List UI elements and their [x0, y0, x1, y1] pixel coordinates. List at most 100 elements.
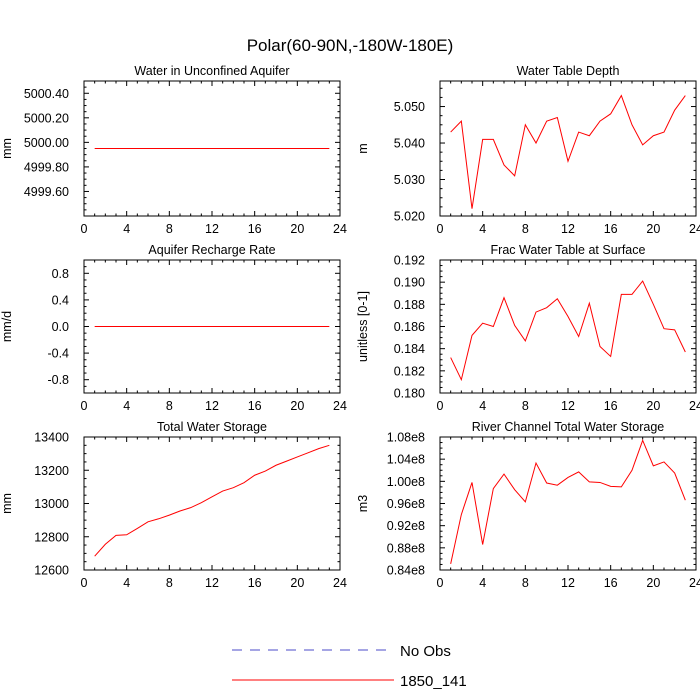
x-tick-label: 12 — [561, 222, 575, 236]
x-tick-label: 16 — [604, 399, 618, 413]
y-tick-label: 13400 — [34, 431, 69, 445]
x-tick-label: 12 — [205, 576, 219, 590]
chart-panels: Water in Unconfined Aquifer mm 0 4 8 12 16 20 24… — [0, 64, 700, 590]
y-tick-label: 0.92e8 — [387, 519, 425, 533]
panel-water-table-depth: Water Table Depth m 0 4 8 12 16 20 24 5.020 5.030 5… — [356, 64, 700, 236]
x-tick-label: 4 — [123, 222, 130, 236]
x-tick-label: 16 — [248, 399, 262, 413]
x-tick-label: 0 — [81, 222, 88, 236]
panel-title: Water Table Depth — [517, 64, 620, 78]
y-tick-label: 0.88e8 — [387, 541, 425, 555]
series-line-1850_141 — [450, 94, 686, 209]
y-tick-label: 0.186 — [394, 320, 425, 334]
x-tick-label: 16 — [604, 576, 618, 590]
y-tick-label: 12800 — [34, 530, 69, 544]
plot-frame — [439, 259, 697, 394]
x-tick-label: 8 — [166, 222, 173, 236]
panel-title: Aquifer Recharge Rate — [148, 243, 275, 257]
panel-title: Water in Unconfined Aquifer — [134, 64, 289, 78]
y-tick-label: 5000.40 — [24, 87, 69, 101]
x-tick-label: 24 — [333, 576, 347, 590]
x-tick-label: 0 — [81, 576, 88, 590]
y-axis-label: mm — [0, 138, 14, 159]
x-tick-label: 16 — [248, 222, 262, 236]
y-tick-label: 1.08e8 — [387, 431, 425, 445]
y-tick-label: 13200 — [34, 464, 69, 478]
x-tick-label: 24 — [689, 399, 700, 413]
y-tick-label: 12600 — [34, 564, 69, 578]
y-tick-label: 5.020 — [394, 210, 425, 224]
y-tick-label: 5000.00 — [24, 136, 69, 150]
x-tick-label: 12 — [205, 399, 219, 413]
x-tick-label: 8 — [166, 576, 173, 590]
plot-frame — [83, 436, 341, 571]
x-tick-label: 4 — [479, 576, 486, 590]
x-tick-label: 12 — [561, 576, 575, 590]
x-tick-label: 24 — [689, 222, 700, 236]
panel-title: Frac Water Table at Surface — [491, 243, 646, 257]
x-tick-label: 24 — [689, 576, 700, 590]
legend-no-obs-label: No Obs — [400, 643, 451, 660]
y-tick-label: 13000 — [34, 497, 69, 511]
x-tick-label: 4 — [123, 576, 130, 590]
y-tick-label: 1.04e8 — [387, 453, 425, 467]
y-tick-label: 4999.80 — [24, 160, 69, 174]
figure-title: Polar(60-90N,-180W-180E) — [247, 36, 454, 55]
y-tick-label: 5.050 — [394, 100, 425, 114]
y-tick-label: 0.0 — [52, 320, 69, 334]
y-tick-label: 0.188 — [394, 298, 425, 312]
x-tick-label: 4 — [123, 399, 130, 413]
x-tick-label: 24 — [333, 399, 347, 413]
x-tick-label: 8 — [522, 576, 529, 590]
x-tick-label: 4 — [479, 399, 486, 413]
x-tick-label: 20 — [290, 222, 304, 236]
x-tick-label: 0 — [437, 399, 444, 413]
series-line-1850_141 — [450, 280, 686, 382]
panel-title: River Channel Total Water Storage — [472, 420, 665, 434]
x-tick-label: 16 — [604, 222, 618, 236]
panel-total-water-storage: Total Water Storage mm 0 4 8 12 16 20 24 12600 128… — [0, 420, 347, 590]
x-tick-label: 8 — [522, 222, 529, 236]
y-tick-label: 0.8 — [52, 267, 69, 281]
y-tick-label: 0.180 — [394, 387, 425, 401]
x-tick-label: 24 — [333, 222, 347, 236]
plot-frame — [439, 80, 697, 217]
panel-water-in-unconfined-aquifer: Water in Unconfined Aquifer mm 0 4 8 12 16 20 24… — [0, 64, 347, 236]
y-axis-label: mm/d — [0, 311, 14, 342]
series-line-1850_141 — [94, 444, 330, 557]
y-axis-label: unitless [0-1] — [356, 291, 370, 362]
y-tick-label: 0.192 — [394, 254, 425, 268]
y-tick-label: 5.030 — [394, 173, 425, 187]
series-line-1850_141 — [450, 438, 686, 565]
y-tick-label: 0.96e8 — [387, 497, 425, 511]
x-tick-label: 4 — [479, 222, 486, 236]
x-tick-label: 8 — [166, 399, 173, 413]
panel-title: Total Water Storage — [157, 420, 267, 434]
x-tick-label: 20 — [290, 399, 304, 413]
y-tick-label: 5000.20 — [24, 111, 69, 125]
y-axis-label: m3 — [356, 495, 370, 512]
x-tick-label: 0 — [437, 222, 444, 236]
x-tick-label: 12 — [205, 222, 219, 236]
y-tick-label: 0.4 — [52, 293, 69, 307]
x-tick-label: 16 — [248, 576, 262, 590]
y-tick-label: 1.00e8 — [387, 475, 425, 489]
y-tick-label: 0.184 — [394, 342, 425, 356]
legend-1850-141-label: 1850_141 — [400, 673, 467, 690]
y-tick-label: 0.182 — [394, 364, 425, 378]
plot-frame — [439, 436, 697, 571]
y-tick-label: 0.190 — [394, 276, 425, 290]
x-tick-label: 20 — [290, 576, 304, 590]
legend: No Obs 1850_141 — [232, 643, 467, 690]
y-axis-label: mm — [0, 493, 14, 514]
y-tick-label: 0.84e8 — [387, 564, 425, 578]
x-tick-label: 8 — [522, 399, 529, 413]
y-tick-label: 5.040 — [394, 137, 425, 151]
x-tick-label: 0 — [81, 399, 88, 413]
panel-aquifer-recharge-rate: Aquifer Recharge Rate mm/d 0 4 8 12 16 20 24 -0.8… — [0, 243, 347, 413]
y-tick-label: -0.4 — [47, 347, 69, 361]
x-tick-label: 12 — [561, 399, 575, 413]
panel-frac-water-table-at-surface: Frac Water Table at Surface unitless [0-1… — [356, 243, 700, 413]
panel-river-channel-total-water-storage: River Channel Total Water Storage m3 0 4 8 12… — [356, 420, 700, 590]
